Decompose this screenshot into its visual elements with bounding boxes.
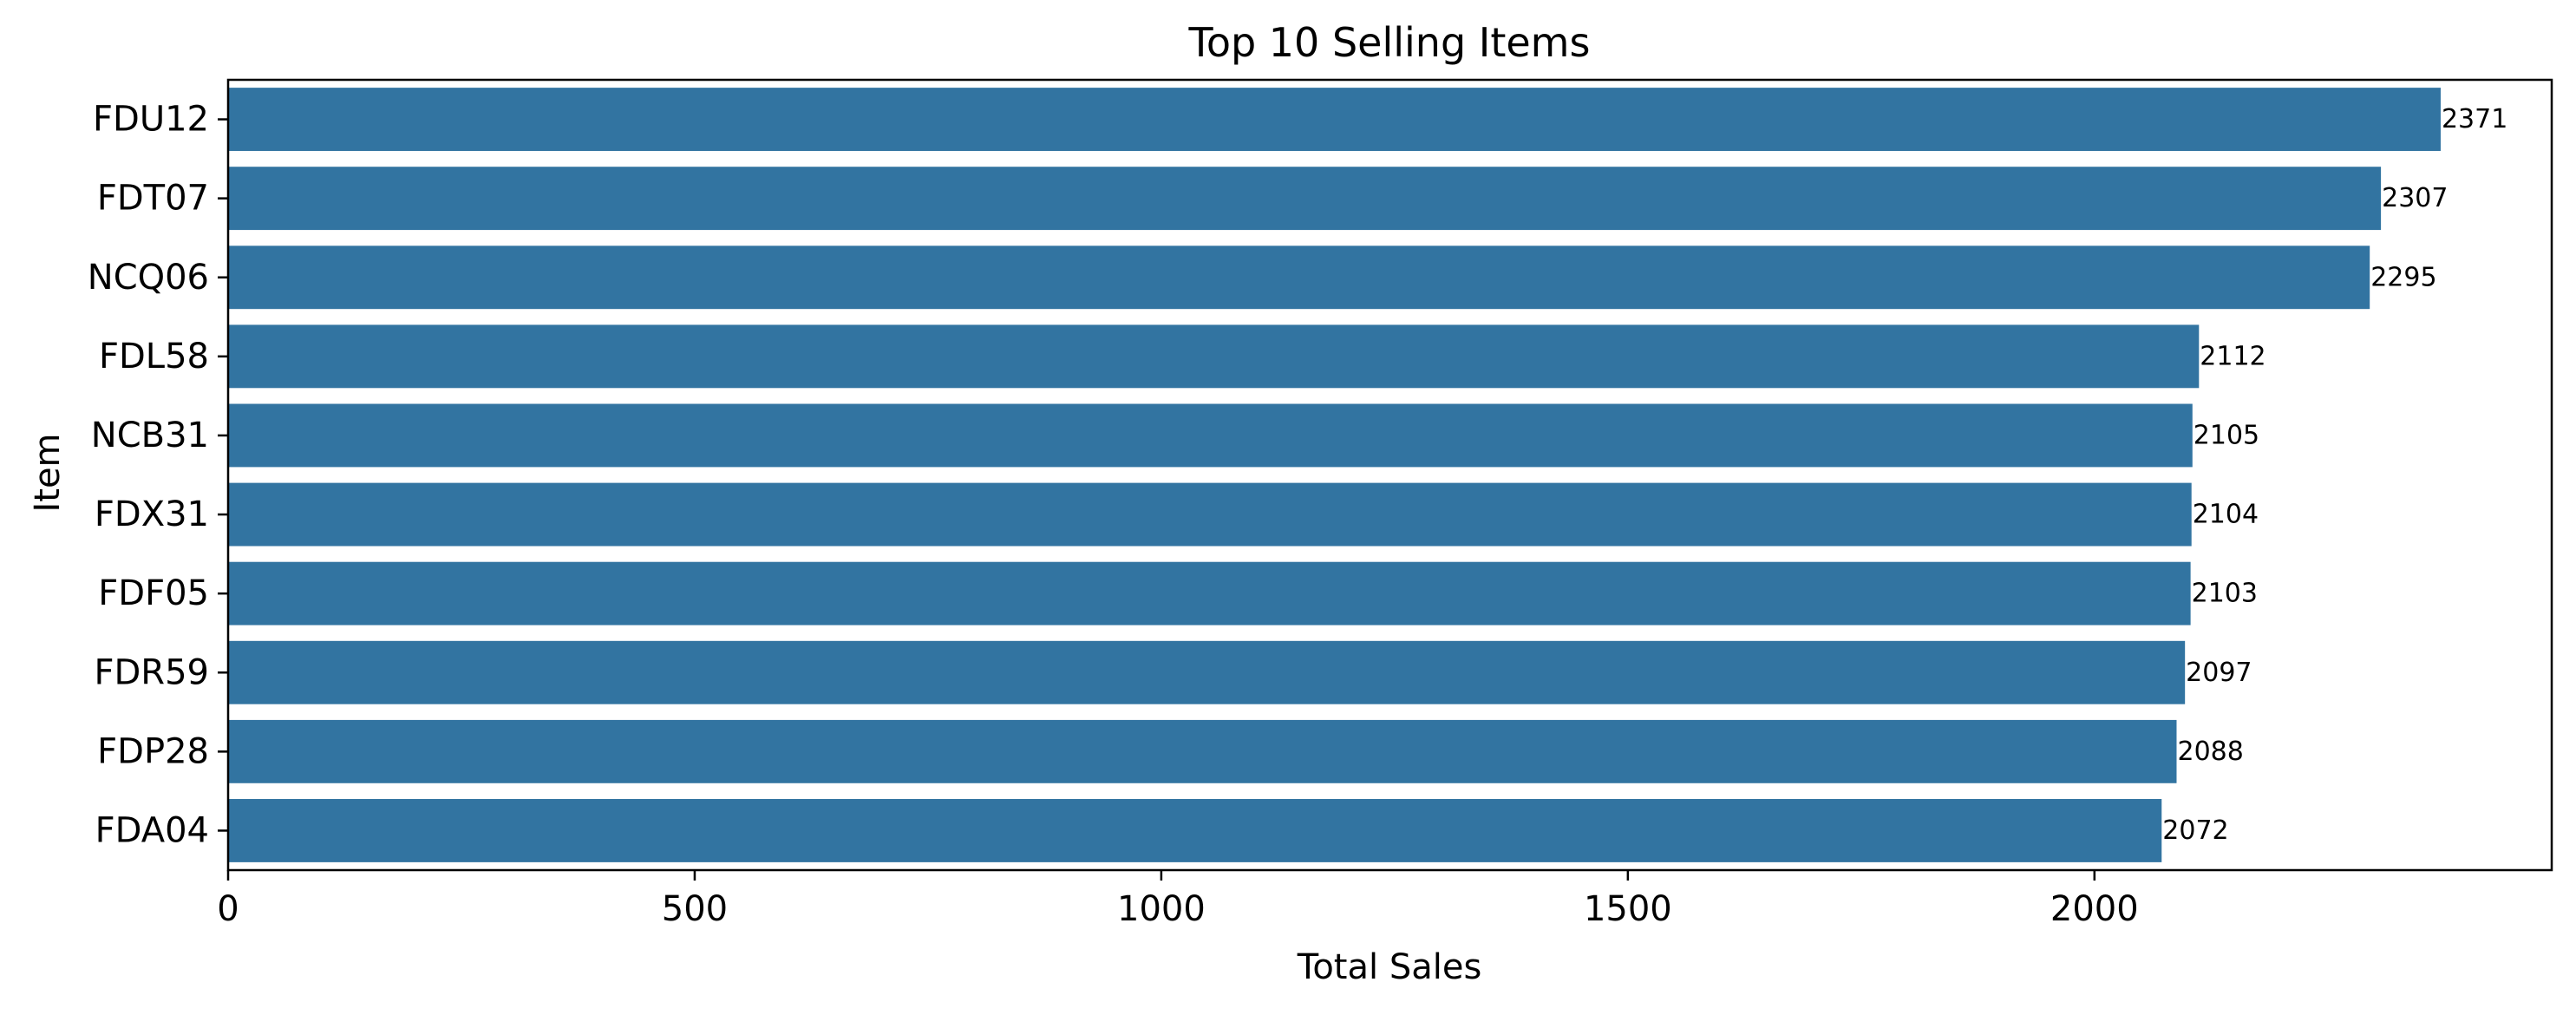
data-labels-layer: 2371 2307 2295 2112 2105 2104 2103 2097 2088 2072 <box>2162 104 2507 846</box>
y-tick-label: FDR59 <box>95 652 210 692</box>
bar-ncq06 <box>228 246 2370 310</box>
x-axis-ticks: 0 500 1000 1500 2000 <box>217 870 2139 929</box>
bar-fdu12 <box>228 88 2441 151</box>
data-label: 2295 <box>2370 262 2436 292</box>
bar-fdr59 <box>228 640 2186 704</box>
y-tick-label: FDL58 <box>99 337 209 377</box>
data-label: 2097 <box>2186 658 2252 688</box>
data-label: 2104 <box>2193 500 2259 530</box>
data-label: 2112 <box>2200 341 2265 371</box>
x-tick-label: 0 <box>217 889 239 929</box>
bar-fdt07 <box>228 167 2382 231</box>
x-tick-label: 1500 <box>1584 889 1672 929</box>
y-tick-label: NCB31 <box>91 416 209 455</box>
data-label: 2105 <box>2194 420 2259 450</box>
y-tick-label: FDT07 <box>97 179 209 219</box>
bar-fdx31 <box>228 482 2192 547</box>
y-axis-label: Item <box>28 433 68 512</box>
x-axis-label: Total Sales <box>1297 947 1482 987</box>
bar-fda04 <box>228 799 2162 862</box>
bars-layer <box>228 88 2441 862</box>
x-tick-label: 1000 <box>1117 889 1206 929</box>
y-tick-label: FDU12 <box>93 100 209 140</box>
data-label: 2072 <box>2162 815 2228 846</box>
x-tick-label: 2000 <box>2050 889 2139 929</box>
y-tick-label: FDX31 <box>95 494 209 534</box>
bar-ncb31 <box>228 403 2193 468</box>
data-label: 2371 <box>2442 104 2507 134</box>
y-tick-label: NCQ06 <box>88 258 209 298</box>
y-tick-label: FDP28 <box>97 731 209 771</box>
y-tick-label: FDF05 <box>98 573 209 613</box>
data-label: 2088 <box>2177 737 2243 767</box>
y-axis-ticks: FDU12 FDT07 NCQ06 FDL58 NCB31 FDX31 FDF05 FDR59… <box>88 100 228 850</box>
bar-fdp28 <box>228 719 2177 783</box>
data-label: 2307 <box>2382 183 2448 213</box>
data-label: 2103 <box>2192 579 2258 609</box>
bar-fdf05 <box>228 561 2191 625</box>
plot-frame <box>226 78 2553 872</box>
y-tick-label: FDA04 <box>95 810 209 850</box>
bar-fdl58 <box>228 324 2200 389</box>
chart-title: Top 10 Selling Items <box>1188 19 1591 66</box>
x-tick-label: 500 <box>662 889 728 929</box>
